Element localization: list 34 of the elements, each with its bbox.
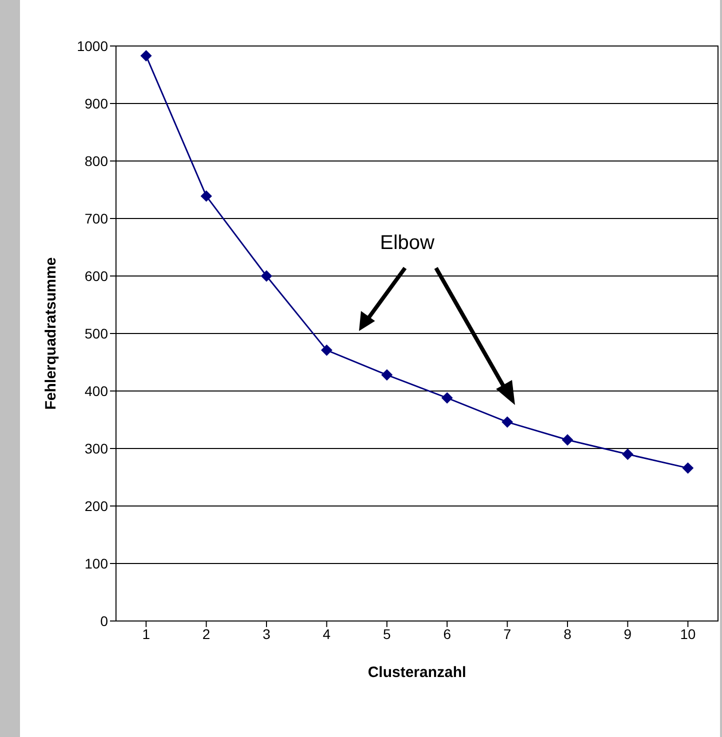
x-tick-label: 8 bbox=[564, 626, 572, 642]
x-tick-label: 4 bbox=[322, 626, 331, 642]
x-axis-title: Clusteranzahl bbox=[368, 664, 466, 681]
y-tick-label: 1000 bbox=[76, 38, 108, 54]
point bbox=[140, 50, 152, 62]
point bbox=[200, 190, 212, 202]
annotation: Elbow bbox=[380, 232, 434, 255]
y-tick-label: 100 bbox=[84, 555, 108, 572]
y-tick-label: 700 bbox=[84, 210, 108, 226]
point bbox=[321, 344, 332, 356]
point bbox=[622, 448, 634, 460]
point bbox=[682, 462, 694, 474]
y-tick-label: 900 bbox=[84, 95, 108, 112]
y-tick-label: 800 bbox=[84, 152, 108, 169]
y-tick-label: 600 bbox=[84, 268, 108, 284]
y-tick-label: 500 bbox=[84, 325, 108, 342]
point bbox=[502, 416, 513, 428]
point bbox=[261, 270, 272, 282]
x-tick-label: 9 bbox=[624, 626, 632, 642]
point bbox=[562, 434, 573, 446]
x-tick-label: 1 bbox=[142, 626, 150, 642]
point bbox=[442, 392, 453, 404]
y-axis-title: Fehlerquadratsumme bbox=[42, 257, 60, 410]
point bbox=[381, 369, 392, 380]
x-tick-label: 3 bbox=[262, 626, 271, 642]
y-tick-label: 0 bbox=[100, 612, 108, 629]
y-tick-label: 400 bbox=[84, 382, 108, 399]
x-tick-label: 2 bbox=[202, 626, 210, 642]
x-tick-label: 7 bbox=[503, 626, 512, 642]
x-tick-label: 10 bbox=[680, 626, 696, 642]
y-tick-label: 200 bbox=[84, 498, 108, 514]
x-tick-label: 5 bbox=[383, 626, 391, 642]
x-tick-label: 6 bbox=[443, 626, 452, 642]
y-tick-label: 300 bbox=[84, 440, 108, 456]
